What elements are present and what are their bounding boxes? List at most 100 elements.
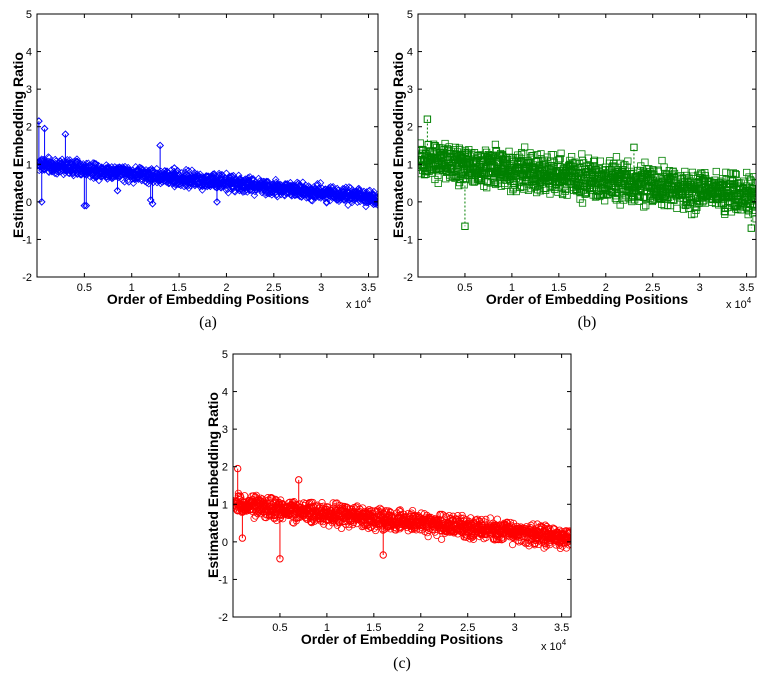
- data-point: [469, 535, 478, 543]
- data-point: [641, 158, 649, 166]
- data-point: [353, 520, 361, 528]
- outlier-point: [113, 186, 122, 195]
- data-point: [498, 150, 506, 159]
- data-point: [557, 149, 565, 157]
- data-point: [507, 187, 515, 196]
- data-point: [517, 150, 526, 158]
- data-point: [547, 151, 556, 159]
- data-point: [719, 199, 727, 207]
- scatter-points-b: [418, 115, 756, 232]
- x-tick-label: 1: [509, 282, 515, 294]
- data-point: [715, 201, 723, 209]
- data-point: [677, 191, 685, 200]
- data-point: [91, 173, 99, 181]
- data-point: [141, 177, 149, 186]
- data-point: [509, 541, 517, 549]
- data-point: [321, 194, 329, 203]
- data-point: [271, 175, 280, 184]
- axes-box-c: [232, 353, 572, 618]
- data-point: [732, 170, 740, 179]
- data-point: [434, 179, 442, 187]
- data-point: [680, 205, 688, 213]
- y-tick-label: 0: [26, 197, 32, 209]
- axes-box-a: [36, 13, 379, 278]
- data-point: [539, 160, 547, 169]
- y-tick-label: -1: [403, 234, 413, 246]
- data-point: [612, 196, 621, 204]
- data-point: [581, 188, 590, 196]
- data-point: [180, 182, 188, 191]
- data-point: [273, 192, 282, 201]
- data-point: [687, 211, 696, 219]
- data-point: [227, 172, 235, 181]
- data-point: [156, 179, 165, 188]
- x-tick-label: 1.5: [171, 282, 186, 294]
- outlier-point: [423, 115, 432, 123]
- data-point: [578, 156, 587, 165]
- data-point: [372, 526, 380, 535]
- x-axis-label-a: Order of Embedding Positions: [107, 291, 309, 307]
- data-point: [712, 167, 720, 176]
- data-point: [434, 171, 442, 179]
- data-point: [749, 200, 756, 209]
- data-point: [749, 184, 756, 193]
- data-point: [438, 510, 446, 518]
- data-point: [751, 187, 756, 195]
- x-tick-label: 0.5: [457, 282, 472, 294]
- x-tick-label: 1.5: [366, 622, 381, 634]
- data-point: [73, 155, 81, 163]
- data-point: [82, 159, 91, 168]
- data-point: [451, 143, 460, 151]
- y-tick-label: 3: [407, 84, 413, 96]
- data-point: [135, 163, 144, 172]
- outlier-point: [40, 124, 49, 133]
- data-point: [596, 157, 604, 165]
- data-point: [482, 515, 490, 524]
- y-tick-label: 1: [222, 499, 228, 511]
- data-point: [431, 142, 439, 150]
- data-point: [624, 157, 632, 165]
- data-point: [488, 152, 496, 160]
- x-tick-label: 2: [223, 282, 229, 294]
- y-tick-label: 3: [222, 424, 228, 436]
- data-point: [729, 169, 738, 177]
- data-point: [720, 200, 728, 208]
- axes-box-b: [417, 13, 757, 278]
- outlier-point: [148, 199, 157, 208]
- data-point: [554, 188, 562, 196]
- data-point: [681, 167, 689, 176]
- data-point: [373, 193, 378, 201]
- data-point: [522, 176, 530, 184]
- panel-caption-a: (a): [199, 314, 217, 331]
- data-point: [566, 528, 571, 536]
- outlier-point: [37, 197, 46, 206]
- outlier-point: [61, 130, 70, 139]
- y-tick-label: 1: [26, 159, 32, 171]
- data-point: [337, 524, 346, 533]
- x-tick-label: 3.5: [361, 282, 376, 294]
- data-point: [556, 155, 564, 163]
- data-point: [501, 181, 509, 189]
- data-point: [529, 520, 537, 528]
- data-point: [438, 151, 446, 159]
- data-point: [550, 158, 558, 166]
- outlier-point: [213, 197, 221, 206]
- data-point: [751, 195, 756, 203]
- panel-caption-c: (c): [393, 655, 411, 672]
- panel-caption-b: (b): [578, 314, 597, 331]
- y-tick-label: 4: [222, 387, 228, 399]
- scatter-points-a: [37, 117, 378, 211]
- scatter-points-c: [233, 464, 571, 563]
- x-axis-label-b: Order of Embedding Positions: [486, 291, 688, 307]
- data-point: [743, 168, 751, 177]
- data-point: [433, 531, 441, 540]
- data-point: [487, 152, 495, 160]
- data-point: [747, 177, 755, 185]
- outlier-point: [747, 224, 756, 232]
- y-tick-label: 2: [222, 462, 228, 474]
- outlier-point: [170, 164, 179, 172]
- x-tick-label: 3: [512, 622, 518, 634]
